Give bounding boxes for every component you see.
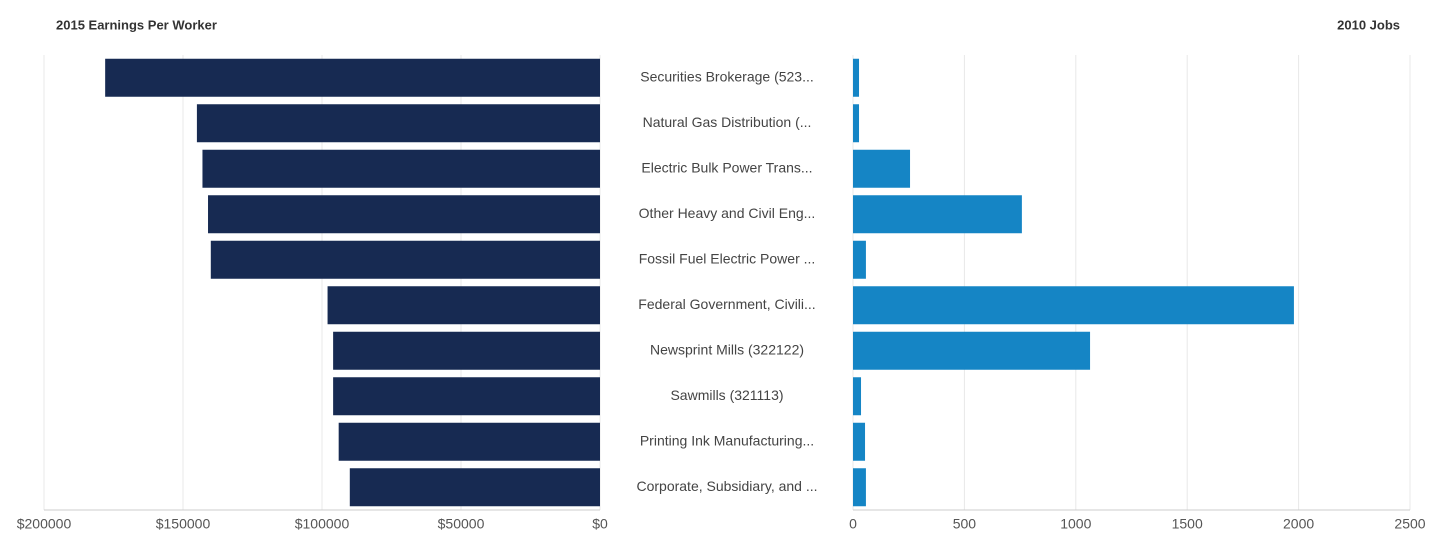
bar xyxy=(853,422,866,461)
bar xyxy=(349,468,600,507)
bar xyxy=(853,240,866,279)
bar xyxy=(333,377,600,416)
bar xyxy=(853,468,866,507)
bar xyxy=(333,331,600,370)
x-tick-label: $50000 xyxy=(438,516,485,532)
category-label: Natural Gas Distribution (... xyxy=(643,114,812,130)
bar xyxy=(853,195,1022,234)
x-tick-label: 2000 xyxy=(1283,516,1314,532)
bar xyxy=(105,58,600,97)
x-tick-label: 0 xyxy=(849,516,857,532)
bar xyxy=(210,240,601,279)
category-label: Printing Ink Manufacturing... xyxy=(640,432,814,448)
bar xyxy=(853,104,860,143)
x-tick-label: 2500 xyxy=(1394,516,1425,532)
bar xyxy=(853,286,1294,325)
bar xyxy=(196,104,600,143)
right-title: 2010 Jobs xyxy=(1337,17,1400,32)
category-label: Other Heavy and Civil Eng... xyxy=(639,205,816,221)
x-tick-label: $200000 xyxy=(17,516,72,532)
x-tick-label: $150000 xyxy=(156,516,211,532)
x-tick-label: 1000 xyxy=(1060,516,1091,532)
category-label: Corporate, Subsidiary, and ... xyxy=(636,478,817,494)
category-label: Securities Brokerage (523... xyxy=(640,68,814,84)
x-tick-label: $100000 xyxy=(295,516,350,532)
bar xyxy=(853,149,911,188)
bar xyxy=(853,377,862,416)
bar xyxy=(338,422,600,461)
x-tick-label: 1500 xyxy=(1172,516,1203,532)
category-label: Electric Bulk Power Trans... xyxy=(641,159,812,175)
bar xyxy=(853,58,860,97)
bar xyxy=(202,149,600,188)
category-label: Sawmills (321113) xyxy=(670,387,783,403)
category-label: Newsprint Mills (322122) xyxy=(650,341,804,357)
bar xyxy=(853,331,1091,370)
bar xyxy=(208,195,600,234)
x-tick-label: $0 xyxy=(592,516,608,532)
bar xyxy=(327,286,600,325)
x-tick-label: 500 xyxy=(953,516,977,532)
category-label: Federal Government, Civili... xyxy=(638,296,815,312)
left-title: 2015 Earnings Per Worker xyxy=(56,17,217,32)
category-label: Fossil Fuel Electric Power ... xyxy=(639,250,816,266)
